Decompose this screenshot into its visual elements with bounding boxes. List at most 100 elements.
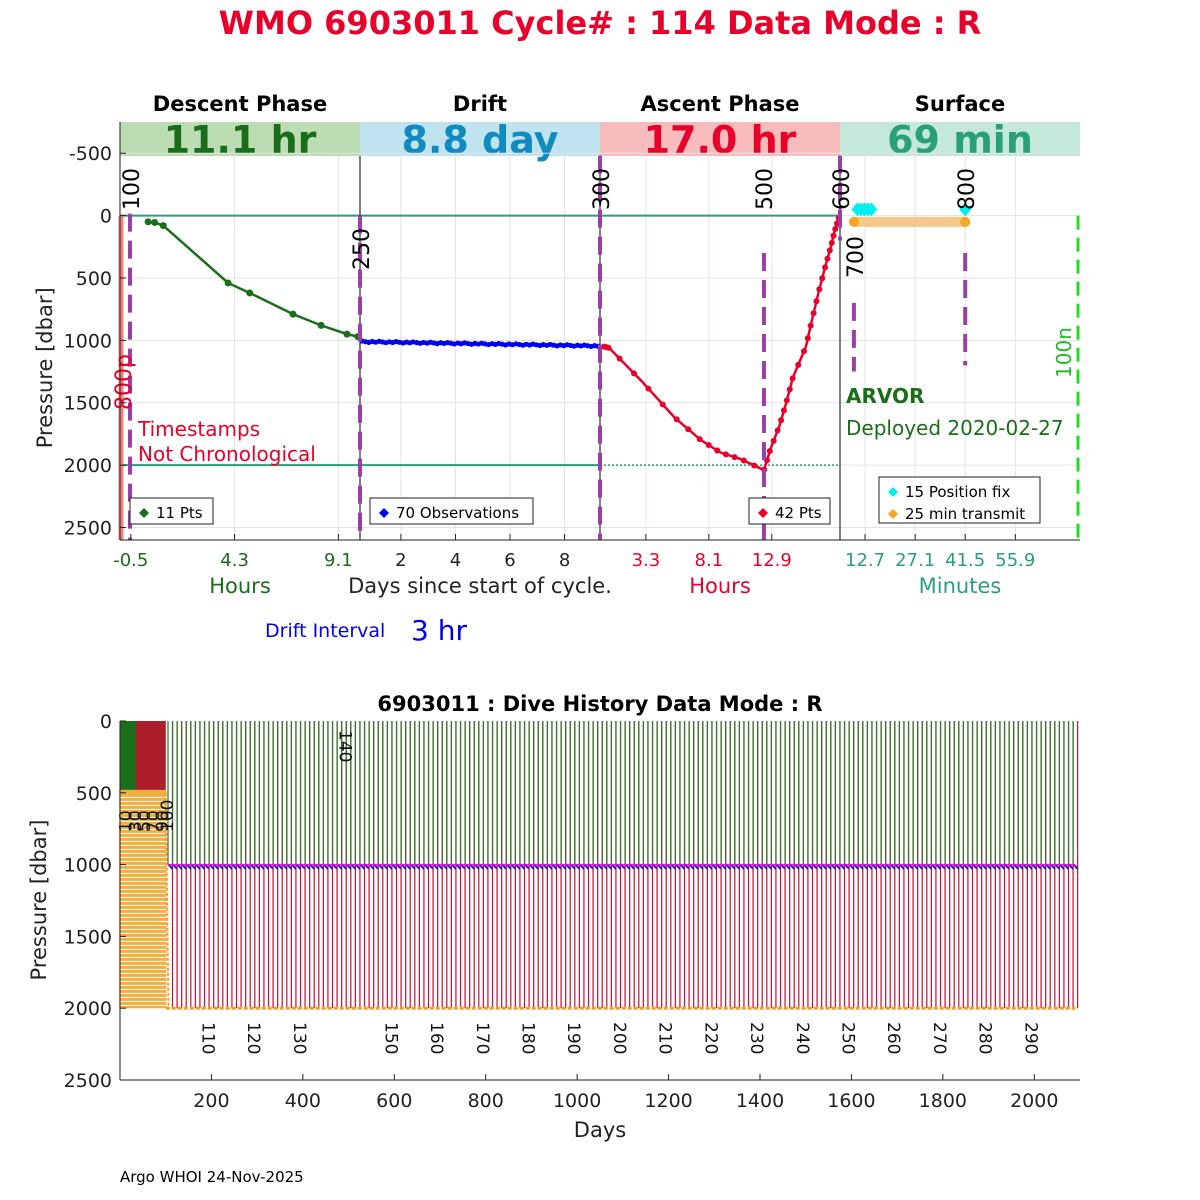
- cycle-label: 270: [929, 1022, 949, 1054]
- dive-x-tick-label: 1000: [553, 1090, 601, 1112]
- x-tick-label: 8: [559, 550, 570, 571]
- x-tick-label: 8.1: [695, 550, 724, 571]
- y-tick-label: 1000: [64, 330, 112, 352]
- ascent-x-label: Hours: [689, 574, 751, 598]
- cycle-label: 170: [472, 1022, 492, 1054]
- transition-profile: [164, 792, 170, 1009]
- x-tick-label: 4: [450, 550, 461, 571]
- footer-credit: Argo WHOI 24-Nov-2025: [120, 1168, 304, 1186]
- phase-duration-3: 69 min: [887, 118, 1033, 162]
- x-tick-label: 2: [395, 550, 406, 571]
- dive-history-series: [119, 721, 1079, 1010]
- phase-duration-0: 11.1 hr: [164, 118, 317, 162]
- ascent-point-9: [696, 436, 703, 443]
- ascent-point-14: [740, 457, 747, 464]
- x-tick-label: 9.1: [324, 550, 353, 571]
- ascent-point-21: [778, 417, 785, 424]
- descent-point-7: [343, 330, 351, 338]
- x-tick-label: 12.7: [845, 550, 885, 571]
- cycle-annotations: 100 250 300 500 600 700 800 800p 100n TimestampsN…: [112, 155, 1080, 540]
- ascent-point-11: [714, 447, 721, 454]
- ascent-point-7: [673, 416, 680, 423]
- phase-name-2: Ascent Phase: [641, 92, 800, 116]
- descent-line: [147, 220, 359, 338]
- phase-duration-1: 8.8 day: [402, 118, 559, 162]
- ascent-point-2: [605, 344, 612, 351]
- x-tick-label: 12.9: [752, 550, 792, 571]
- marker-label-500: 500: [753, 168, 778, 210]
- ascent-legend-swatch-0: [758, 508, 768, 518]
- descent-point-0: [144, 218, 152, 226]
- dive-y-tick-label: 2000: [64, 998, 112, 1020]
- ascent-point-24: [786, 386, 793, 393]
- ascent-point-29: [807, 322, 814, 329]
- y-axis-label: Pressure [dbar]: [33, 287, 57, 448]
- marker-label-100: 100: [120, 168, 145, 210]
- cycle-label: 110: [198, 1022, 218, 1054]
- ascent-point-38: [830, 232, 837, 239]
- dive-y-tick-label: 500: [76, 783, 112, 805]
- ascent-point-34: [822, 264, 829, 271]
- marker-label-800p: 800p: [112, 354, 137, 410]
- x-tick-label: 27.1: [895, 550, 935, 571]
- ascent-point-15: [751, 462, 758, 469]
- dive-y-tick-label: 1000: [64, 855, 112, 877]
- descent-point-2: [159, 222, 167, 230]
- phase-name-3: Surface: [915, 92, 1005, 116]
- cycle-label: 250: [838, 1022, 858, 1054]
- cycle-series: [144, 202, 972, 473]
- cycle-axes: -0.5 4.3 9.1 2 4 6 8 3.3 8.1 12.9 12.7 27.1 41.5 55.9…: [33, 122, 1080, 647]
- ascent-point-23: [783, 397, 790, 404]
- descent-point-3: [224, 279, 232, 287]
- cycle-label: 200: [609, 1022, 629, 1054]
- descent-x-label: Hours: [209, 574, 271, 598]
- dive-history-axes: 110 120 130 150 160 170 180 190 200 210 220 230 240 2…: [27, 692, 1080, 1142]
- dive-x-tick-label: 2000: [1010, 1090, 1058, 1112]
- dive-x-tick-label: 1200: [644, 1090, 692, 1112]
- marker-label-800: 800: [955, 168, 980, 210]
- figure-title: WMO 6903011 Cycle# : 114 Data Mode : R: [219, 4, 982, 42]
- ascent-point-13: [731, 454, 738, 461]
- dive-x-tick-label: 1600: [827, 1090, 875, 1112]
- drift-legend-label-0: 70 Observations: [396, 504, 519, 522]
- early-cycle-label: 70: [144, 810, 164, 832]
- cycle-label: 120: [243, 1022, 263, 1054]
- descent-point-4: [246, 289, 254, 297]
- warning-line-1: Timestamps: [137, 417, 260, 441]
- ascent-point-33: [819, 275, 826, 282]
- dive-x-tick-label: 1400: [736, 1090, 784, 1112]
- y-tick-label: 2000: [64, 455, 112, 477]
- ascent-point-10: [705, 442, 712, 449]
- descent-point-1: [151, 218, 159, 226]
- ascent-point-35: [824, 255, 831, 262]
- drift-interval-value: 3 hr: [411, 614, 467, 647]
- ascent-point-32: [816, 286, 823, 293]
- ascent-point-12: [722, 451, 729, 458]
- early-cycle-label: 50: [135, 810, 155, 832]
- marker-label-100n: 100n: [1052, 327, 1076, 378]
- ascent-point-36: [826, 247, 833, 254]
- ascent-point-30: [810, 310, 817, 317]
- surface-x-label: Minutes: [919, 574, 1002, 598]
- marker-label-250: 250: [350, 228, 375, 270]
- y-tick-label: 0: [100, 206, 112, 228]
- surface-legend-swatch-1: [888, 509, 898, 519]
- deployment-date: Deployed 2020-02-27: [846, 416, 1064, 440]
- dive-x-tick-label: 1800: [919, 1090, 967, 1112]
- ascent-point-37: [828, 239, 835, 246]
- ascent-point-4: [630, 370, 637, 377]
- ascent-point-28: [804, 335, 811, 342]
- position-fix-4: [865, 202, 878, 217]
- early-cycle-label: 90: [153, 810, 173, 832]
- float-type: ARVOR: [846, 384, 924, 408]
- cycle-label: 180: [518, 1022, 538, 1054]
- ascent-point-19: [770, 437, 777, 444]
- dive-x-tick-label: 400: [285, 1090, 321, 1112]
- x-tick-label: -0.5: [113, 550, 148, 571]
- dive-x-tick-label: 800: [468, 1090, 504, 1112]
- early-cycle-label: 100: [158, 800, 178, 832]
- phase-band-0: [120, 122, 360, 156]
- y-tick-label: -500: [69, 143, 112, 165]
